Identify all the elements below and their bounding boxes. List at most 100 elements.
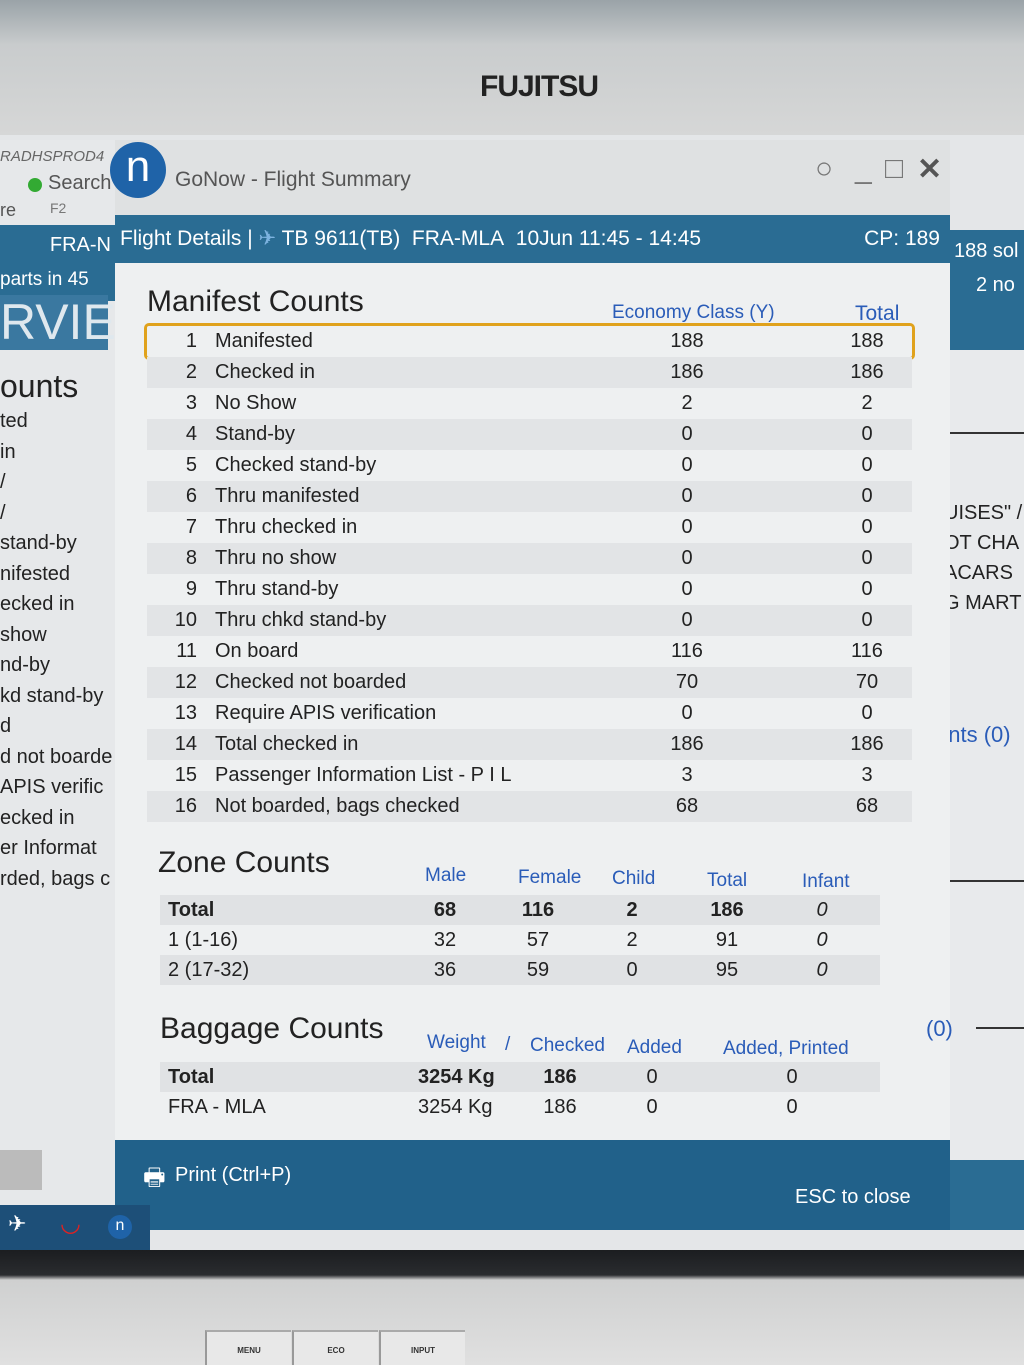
manifest-row[interactable]: 13 Require APIS verification 0 0 [147, 698, 912, 729]
row-label: On board [215, 640, 299, 662]
capacity-label: CP: 189 [864, 227, 940, 250]
zone-col-header: Infant [802, 871, 850, 892]
baggage-weight: 3254 Kg [418, 1066, 495, 1088]
count-link[interactable]: (0) [926, 1016, 953, 1041]
baggage-col-header: Added [627, 1036, 682, 1058]
total-value: 0 [861, 485, 873, 507]
row-label: Checked in [215, 361, 316, 383]
list-item-fragment: stand-by [0, 532, 77, 554]
flight-number: TB 9611(TB) [281, 227, 401, 250]
zone-value: 57 [526, 929, 550, 951]
row-label: Thru checked in [215, 516, 358, 538]
manifest-row[interactable]: 9 Thru stand-by 0 0 [147, 574, 912, 605]
list-item-fragment: nd-by [0, 654, 51, 676]
row-number: 4 [185, 423, 197, 445]
taskbar: ✈ ◡ n [0, 1205, 150, 1250]
zone-value: 0 [626, 959, 638, 981]
row-label: Thru manifested [215, 485, 360, 507]
economy-value: 0 [681, 547, 693, 569]
row-number: 16 [174, 795, 197, 817]
flight-time: 11:45 - 14:45 [578, 227, 702, 250]
zone-col-header: Male [425, 865, 467, 886]
list-item-fragment: / [0, 501, 6, 524]
row-number: 5 [185, 454, 197, 476]
background-footer [950, 1160, 1024, 1230]
baggage-col-header: / [505, 1033, 511, 1055]
zone-value: 2 [626, 899, 638, 921]
row-number: 7 [185, 516, 197, 538]
row-label: Checked stand-by [215, 454, 377, 476]
manifest-row[interactable]: 12 Checked not boarded 70 70 [147, 667, 912, 698]
close-button[interactable]: ✕ [917, 153, 943, 186]
remark-line: OT CHA [950, 532, 1020, 554]
gonow-taskbar-icon[interactable]: n [108, 1215, 132, 1239]
economy-value: 116 [671, 640, 703, 662]
manifest-row[interactable]: 7 Thru checked in 0 0 [147, 512, 912, 543]
row-label: Not boarded, bags checked [215, 795, 460, 817]
print-button[interactable]: Print (Ctrl+P) [175, 1164, 292, 1186]
row-number: 8 [185, 547, 197, 569]
list-item-fragment: in [0, 440, 16, 463]
baggage-checked: 186 [543, 1096, 577, 1118]
zone-value: 0 [816, 929, 828, 951]
zone-label: 1 (1-16) [168, 929, 239, 951]
manifest-row[interactable]: 5 Checked stand-by 0 0 [147, 450, 912, 481]
manifest-row[interactable]: 6 Thru manifested 0 0 [147, 481, 912, 512]
monitor-button-input[interactable]: INPUT [379, 1330, 465, 1365]
manifest-row[interactable]: 4 Stand-by 0 0 [147, 419, 912, 450]
manifest-row[interactable]: 15 Passenger Information List - P I L 3 3 [147, 760, 912, 791]
list-item-fragment: d [0, 715, 12, 737]
search-button[interactable]: Search [48, 172, 112, 194]
monitor-button-eco[interactable]: ECO [292, 1330, 378, 1365]
divider [950, 880, 1024, 882]
flight-details-bar: Flight Details | ✈ TB 9611(TB) FRA-MLA 1… [115, 215, 950, 263]
zone-value: 59 [526, 959, 550, 981]
zone-row: 1 (1-16) 32 57 2 91 0 [160, 925, 880, 955]
row-label: Stand-by [215, 423, 296, 445]
manifest-row[interactable]: 1 Manifested 188 188 [144, 323, 915, 360]
total-value: 0 [861, 423, 873, 445]
maximize-button[interactable]: □ [885, 152, 904, 185]
zone-value: 68 [433, 899, 457, 921]
remark-line: G MART [950, 592, 1022, 614]
text-fragment: re [0, 200, 17, 220]
total-value: 0 [861, 516, 873, 538]
baggage-row: Total 3254 Kg 186 0 0 [160, 1062, 880, 1092]
baggage-printed: 0 [786, 1096, 798, 1118]
economy-value: 2 [681, 392, 693, 414]
zone-title: Zone Counts [158, 846, 330, 879]
esc-close-hint[interactable]: ESC to close [795, 1186, 911, 1208]
list-item-fragment: APIS verific [0, 776, 104, 798]
background-window-right: 188 sol 2 no UISES" / OT CHA ACARS G MART e… [950, 230, 1024, 1230]
manifest-row[interactable]: 10 Thru chkd stand-by 0 0 [147, 605, 912, 636]
list-item-fragment: nifested [0, 562, 71, 585]
row-number: 11 [176, 640, 197, 662]
plane-icon[interactable]: ✈ [8, 1211, 27, 1236]
zone-col-header: Female [518, 866, 582, 888]
monitor-button-menu[interactable]: MENU [205, 1330, 291, 1365]
zone-value: 91 [715, 929, 739, 951]
monitor-bezel [0, 0, 1024, 135]
total-value: 188 [850, 330, 884, 352]
route-bar: FRA-N [0, 225, 115, 265]
total-value: 186 [850, 361, 884, 383]
manifest-row[interactable]: 2 Checked in 186 186 [147, 357, 912, 388]
tui-icon[interactable]: ◡ [60, 1210, 81, 1237]
baggage-col-header: Checked [530, 1035, 605, 1056]
manifest-row[interactable]: 14 Total checked in 186 186 [147, 729, 912, 760]
list-item-fragment: show [0, 623, 47, 646]
baggage-title: Baggage Counts [160, 1012, 384, 1045]
manifest-row[interactable]: 11 On board 116 116 [147, 636, 912, 667]
gonow-logo-icon: n [110, 142, 166, 198]
manifest-row[interactable]: 8 Thru no show 0 0 [147, 543, 912, 574]
manifest-row[interactable]: 16 Not boarded, bags checked 68 68 [147, 791, 912, 822]
list-item-fragment: d not boarde [0, 745, 113, 768]
minimize-button[interactable]: _ [855, 152, 872, 185]
zone-value: 0 [816, 959, 828, 981]
overview-label: RVIE [0, 294, 115, 350]
manifest-row[interactable]: 3 No Show 2 2 [147, 388, 912, 419]
list-item-fragment: kd stand-by [0, 684, 104, 707]
list-item-fragment: rded, bags c [0, 867, 111, 890]
refresh-icon[interactable]: ○ [815, 152, 834, 185]
comments-link[interactable]: ents (0) [950, 722, 1011, 747]
